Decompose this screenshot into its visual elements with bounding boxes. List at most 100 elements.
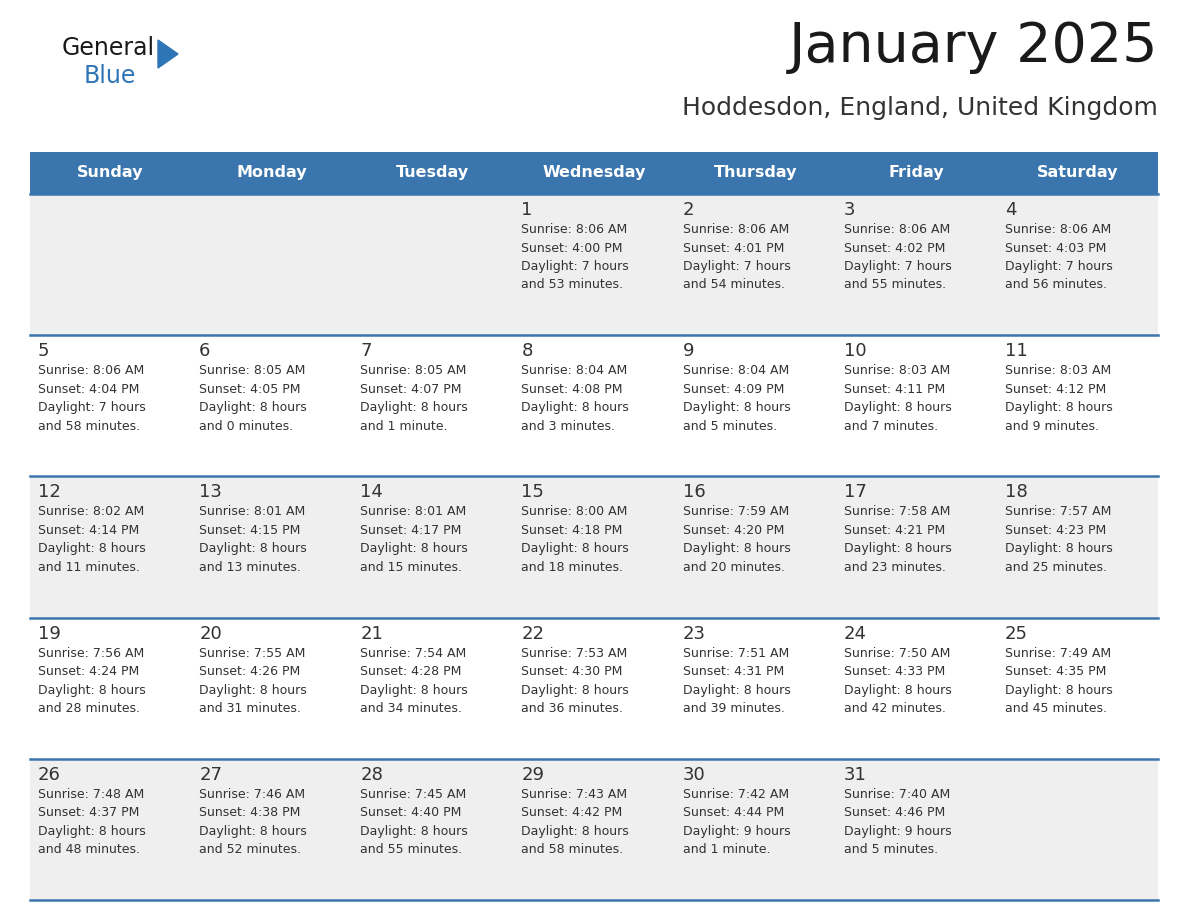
Text: Sunset: 4:05 PM: Sunset: 4:05 PM (200, 383, 301, 396)
Text: Sunset: 4:04 PM: Sunset: 4:04 PM (38, 383, 139, 396)
Bar (675, 194, 835, 335)
Bar (835, 194, 997, 335)
Text: 31: 31 (843, 766, 866, 784)
Text: 28: 28 (360, 766, 384, 784)
Text: Sunset: 4:24 PM: Sunset: 4:24 PM (38, 666, 139, 678)
Text: and 5 minutes.: and 5 minutes. (843, 844, 937, 856)
Text: Sunset: 4:40 PM: Sunset: 4:40 PM (360, 806, 462, 819)
Text: and 55 minutes.: and 55 minutes. (360, 844, 462, 856)
Text: Daylight: 8 hours: Daylight: 8 hours (1005, 684, 1113, 697)
Text: Sunrise: 8:06 AM: Sunrise: 8:06 AM (522, 223, 627, 236)
Bar (513, 152, 675, 194)
Text: Daylight: 7 hours: Daylight: 7 hours (683, 260, 790, 273)
Text: and 58 minutes.: and 58 minutes. (522, 844, 624, 856)
Bar (30, 152, 191, 194)
Text: Daylight: 8 hours: Daylight: 8 hours (522, 543, 630, 555)
Text: Daylight: 8 hours: Daylight: 8 hours (200, 543, 307, 555)
Text: Sunrise: 7:49 AM: Sunrise: 7:49 AM (1005, 646, 1111, 660)
Text: Sunset: 4:00 PM: Sunset: 4:00 PM (522, 241, 623, 254)
Text: and 39 minutes.: and 39 minutes. (683, 702, 784, 715)
Bar (191, 759, 353, 900)
Text: 18: 18 (1005, 484, 1028, 501)
Text: Sunrise: 7:59 AM: Sunrise: 7:59 AM (683, 506, 789, 519)
Text: 2: 2 (683, 201, 694, 219)
Bar (30, 618, 191, 759)
Bar (353, 335, 513, 476)
Text: Sunset: 4:20 PM: Sunset: 4:20 PM (683, 524, 784, 537)
Bar (835, 476, 997, 618)
Bar (353, 618, 513, 759)
Text: 21: 21 (360, 624, 384, 643)
Text: Sunset: 4:15 PM: Sunset: 4:15 PM (200, 524, 301, 537)
Text: 7: 7 (360, 342, 372, 360)
Text: Sunset: 4:11 PM: Sunset: 4:11 PM (843, 383, 944, 396)
Text: 16: 16 (683, 484, 706, 501)
Bar (191, 152, 353, 194)
Bar (997, 618, 1158, 759)
Bar (191, 335, 353, 476)
Text: and 3 minutes.: and 3 minutes. (522, 420, 615, 432)
Bar (353, 194, 513, 335)
Text: Sunset: 4:46 PM: Sunset: 4:46 PM (843, 806, 944, 819)
Bar (997, 335, 1158, 476)
Text: and 55 minutes.: and 55 minutes. (843, 278, 946, 292)
Text: Sunrise: 7:40 AM: Sunrise: 7:40 AM (843, 788, 950, 800)
Text: Daylight: 8 hours: Daylight: 8 hours (683, 401, 790, 414)
Text: Sunset: 4:33 PM: Sunset: 4:33 PM (843, 666, 944, 678)
Text: Saturday: Saturday (1037, 165, 1118, 181)
Bar (191, 618, 353, 759)
Text: and 15 minutes.: and 15 minutes. (360, 561, 462, 574)
Text: Sunrise: 8:05 AM: Sunrise: 8:05 AM (200, 364, 305, 377)
Text: Sunset: 4:12 PM: Sunset: 4:12 PM (1005, 383, 1106, 396)
Text: and 36 minutes.: and 36 minutes. (522, 702, 624, 715)
Bar (675, 476, 835, 618)
Bar (513, 618, 675, 759)
Text: Sunrise: 8:03 AM: Sunrise: 8:03 AM (1005, 364, 1111, 377)
Text: Sunrise: 8:06 AM: Sunrise: 8:06 AM (843, 223, 950, 236)
Bar (997, 476, 1158, 618)
Text: Wednesday: Wednesday (542, 165, 646, 181)
Bar (513, 759, 675, 900)
Text: Sunrise: 7:43 AM: Sunrise: 7:43 AM (522, 788, 627, 800)
Text: Sunset: 4:18 PM: Sunset: 4:18 PM (522, 524, 623, 537)
Text: Daylight: 8 hours: Daylight: 8 hours (200, 401, 307, 414)
Text: and 25 minutes.: and 25 minutes. (1005, 561, 1107, 574)
Text: General: General (62, 36, 156, 60)
Text: Sunset: 4:03 PM: Sunset: 4:03 PM (1005, 241, 1106, 254)
Text: Sunset: 4:14 PM: Sunset: 4:14 PM (38, 524, 139, 537)
Text: 22: 22 (522, 624, 544, 643)
Text: Sunrise: 8:00 AM: Sunrise: 8:00 AM (522, 506, 627, 519)
Text: and 52 minutes.: and 52 minutes. (200, 844, 301, 856)
Text: Sunset: 4:08 PM: Sunset: 4:08 PM (522, 383, 623, 396)
Text: 3: 3 (843, 201, 855, 219)
Text: 17: 17 (843, 484, 866, 501)
Bar (835, 152, 997, 194)
Text: Thursday: Thursday (713, 165, 797, 181)
Text: Sunrise: 7:54 AM: Sunrise: 7:54 AM (360, 646, 467, 660)
Bar (513, 194, 675, 335)
Text: Sunrise: 7:56 AM: Sunrise: 7:56 AM (38, 646, 144, 660)
Text: and 1 minute.: and 1 minute. (683, 844, 770, 856)
Bar (675, 618, 835, 759)
Bar (353, 759, 513, 900)
Bar (997, 194, 1158, 335)
Text: and 9 minutes.: and 9 minutes. (1005, 420, 1099, 432)
Text: and 42 minutes.: and 42 minutes. (843, 702, 946, 715)
Text: 9: 9 (683, 342, 694, 360)
Text: 24: 24 (843, 624, 867, 643)
Polygon shape (158, 40, 178, 68)
Text: Sunset: 4:28 PM: Sunset: 4:28 PM (360, 666, 462, 678)
Text: January 2025: January 2025 (789, 20, 1158, 74)
Text: and 7 minutes.: and 7 minutes. (843, 420, 937, 432)
Text: and 54 minutes.: and 54 minutes. (683, 278, 784, 292)
Text: Sunrise: 7:50 AM: Sunrise: 7:50 AM (843, 646, 950, 660)
Bar (353, 152, 513, 194)
Text: Sunset: 4:07 PM: Sunset: 4:07 PM (360, 383, 462, 396)
Text: Daylight: 7 hours: Daylight: 7 hours (843, 260, 952, 273)
Bar (997, 152, 1158, 194)
Text: Sunrise: 8:06 AM: Sunrise: 8:06 AM (683, 223, 789, 236)
Text: Sunset: 4:21 PM: Sunset: 4:21 PM (843, 524, 944, 537)
Text: Daylight: 8 hours: Daylight: 8 hours (38, 543, 146, 555)
Text: 30: 30 (683, 766, 706, 784)
Text: Sunrise: 7:42 AM: Sunrise: 7:42 AM (683, 788, 789, 800)
